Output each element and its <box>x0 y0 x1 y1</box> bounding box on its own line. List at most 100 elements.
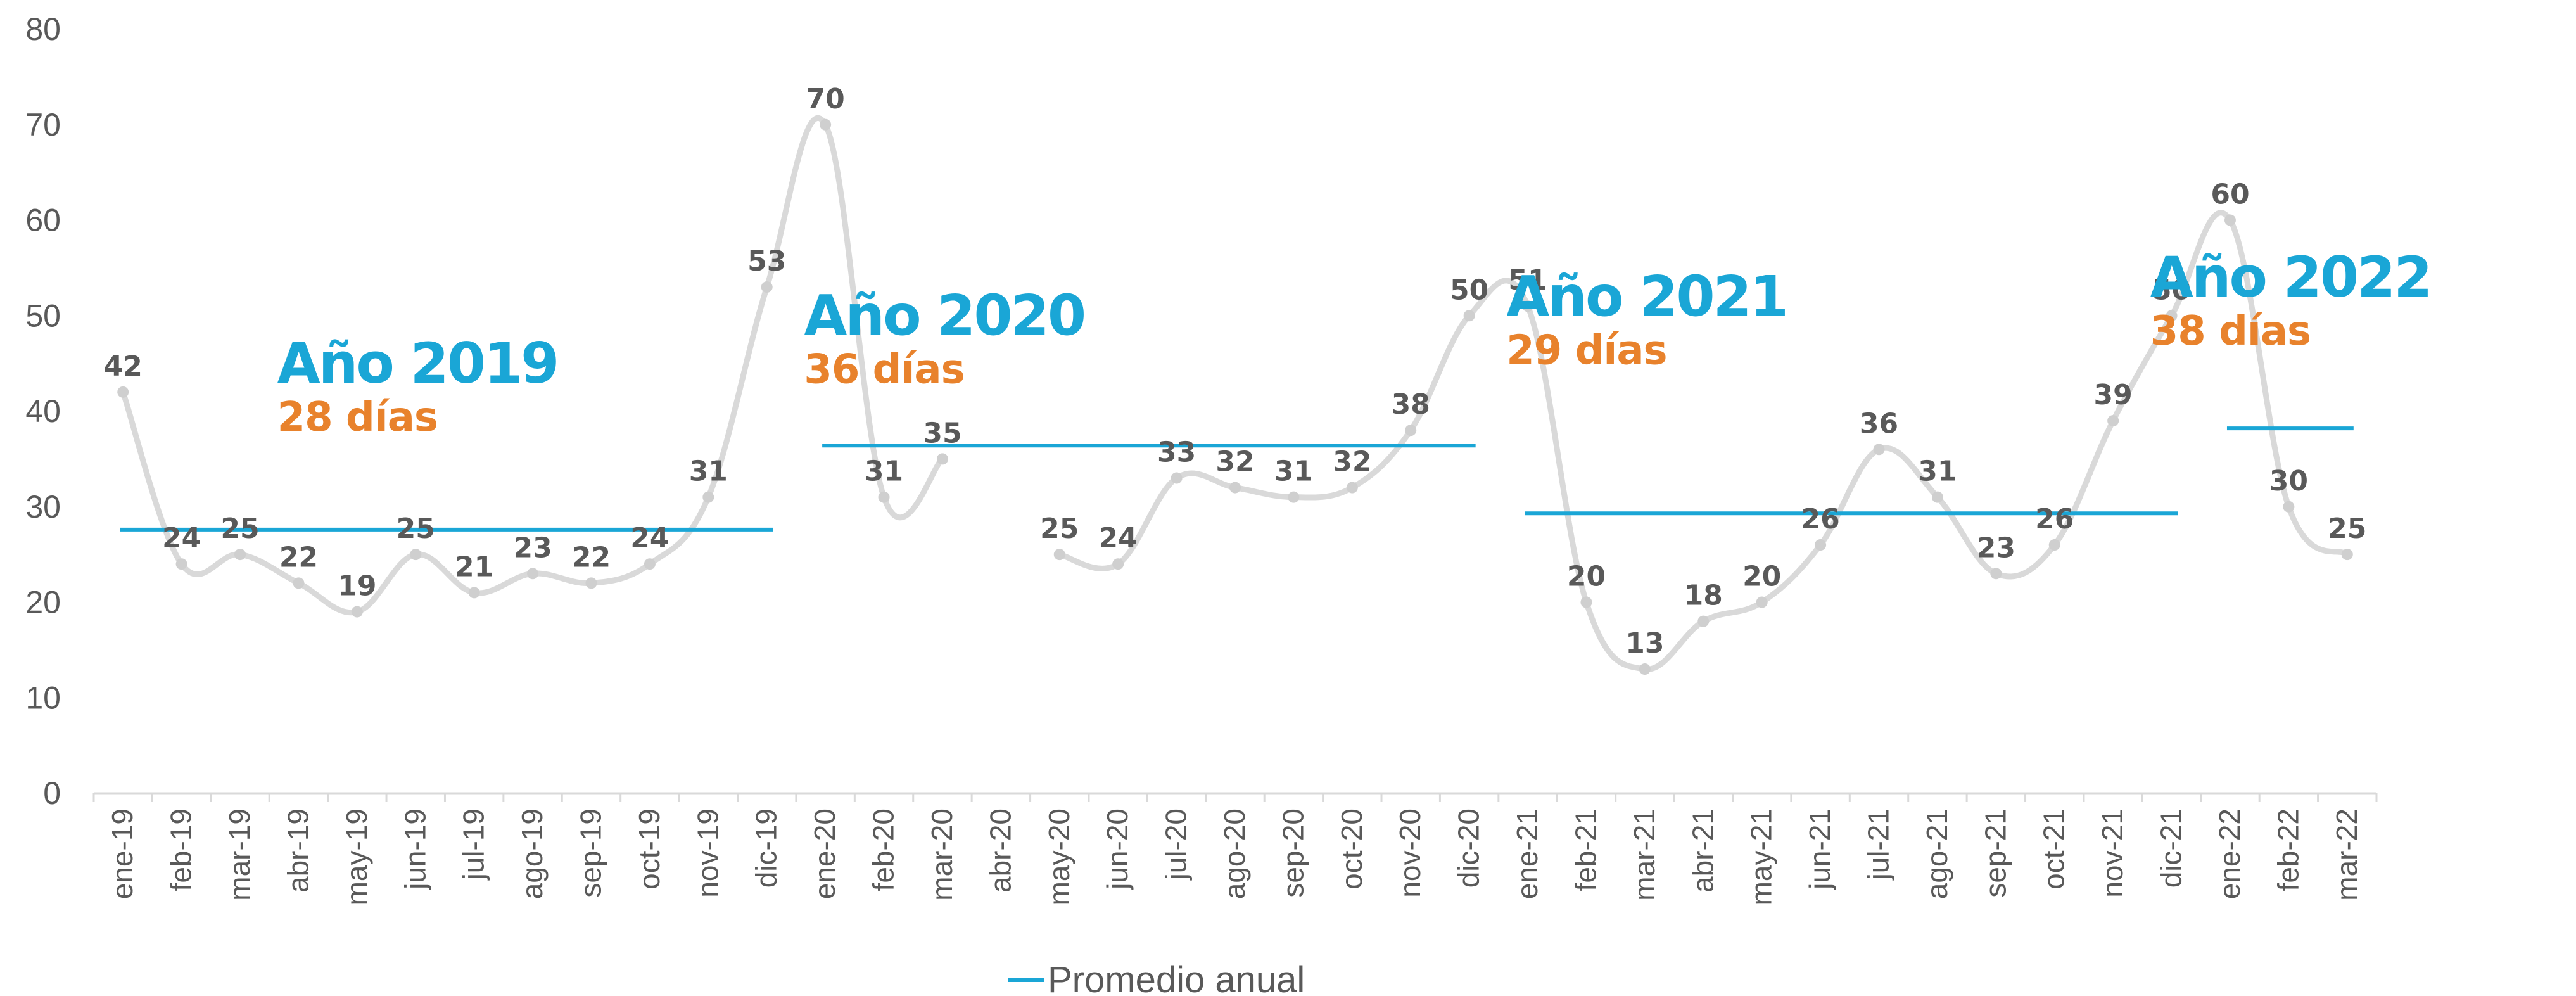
year-annotation-title: Año 2020 <box>804 283 1084 348</box>
data-label: 30 <box>2269 465 2308 497</box>
data-label: 70 <box>806 83 845 115</box>
data-point <box>1288 491 1300 503</box>
year-annotation-days: 38 días <box>2150 308 2311 355</box>
y-tick-label: 80 <box>25 11 61 47</box>
data-label: 25 <box>2328 513 2366 545</box>
x-tick-label: sep-20 <box>1276 808 1309 898</box>
data-point <box>1815 539 1827 551</box>
data-label: 24 <box>630 522 669 554</box>
x-tick-label: jul-19 <box>457 808 490 881</box>
x-tick-label: may-21 <box>1745 808 1778 905</box>
x-tick-label: jun-21 <box>1803 808 1836 891</box>
x-tick-label: feb-21 <box>1569 808 1602 891</box>
y-tick-label: 30 <box>25 489 61 525</box>
data-label: 13 <box>1625 627 1664 660</box>
data-label: 33 <box>1157 437 1196 469</box>
data-point <box>1990 568 2002 580</box>
y-tick-label: 40 <box>25 393 61 429</box>
data-point <box>2283 501 2295 513</box>
data-label: 24 <box>162 522 201 554</box>
data-point <box>1463 310 1475 322</box>
data-label: 26 <box>2035 503 2074 535</box>
x-tick-label: nov-19 <box>691 808 724 898</box>
data-point <box>2166 310 2178 322</box>
data-point <box>234 549 246 561</box>
year-annotation-title: Año 2022 <box>2150 245 2431 310</box>
data-point <box>1522 300 1534 312</box>
data-label: 38 <box>1392 388 1430 421</box>
data-point <box>761 281 773 293</box>
data-label: 21 <box>455 551 493 583</box>
data-point <box>351 606 363 618</box>
data-label: 51 <box>1508 264 1547 297</box>
data-point <box>1112 558 1124 570</box>
data-point <box>702 491 714 503</box>
data-point <box>2224 214 2236 226</box>
data-point <box>2341 549 2353 561</box>
data-point <box>1229 482 1241 494</box>
x-tick-label: ene-20 <box>808 808 841 899</box>
data-labels: 42 24 25 22 19 25 21 23 22 24 31 53 70 31 35 25 24 33 32 31… <box>104 83 2367 660</box>
data-label: 19 <box>338 570 376 603</box>
data-point <box>1053 549 1065 561</box>
data-label: 22 <box>279 541 318 573</box>
data-point <box>1756 596 1768 608</box>
data-point <box>1697 615 1710 627</box>
x-tick-label: feb-19 <box>165 808 198 891</box>
x-tick-label: ene-21 <box>1511 808 1544 899</box>
x-axis: ene-19 feb-19 mar-19 abr-19 may-19 jun-19 jul-… <box>92 793 2378 905</box>
data-label: 50 <box>2152 274 2191 306</box>
x-tick-label: feb-22 <box>2271 808 2304 891</box>
data-point <box>2048 539 2060 551</box>
x-tick-label: sep-19 <box>574 808 607 898</box>
x-tick-label: oct-19 <box>633 808 666 890</box>
x-tick-label: ago-19 <box>516 808 549 899</box>
x-tick-label: oct-21 <box>2038 808 2071 890</box>
data-point <box>820 118 832 131</box>
y-tick-label: 60 <box>25 203 61 238</box>
x-tick-label: jul-20 <box>1160 808 1193 881</box>
data-points <box>117 118 2353 675</box>
data-label: 24 <box>1099 522 1138 554</box>
data-label: 53 <box>747 245 786 278</box>
x-tick-label: abr-21 <box>1686 808 1719 893</box>
x-tick-label: ago-20 <box>1218 808 1251 899</box>
data-label: 23 <box>1977 532 2015 564</box>
data-point <box>2107 415 2119 427</box>
data-label: 32 <box>1215 446 1254 478</box>
data-point <box>1171 472 1183 484</box>
x-tick-label: mar-19 <box>223 808 256 901</box>
x-tick-label: dic-21 <box>2155 808 2188 888</box>
year-annotation-title: Año 2021 <box>1506 264 1787 329</box>
data-label: 23 <box>513 532 552 564</box>
x-tick-label: dic-19 <box>750 808 783 888</box>
data-label: 42 <box>104 350 143 383</box>
x-tick-label: jul-21 <box>1862 808 1895 881</box>
x-tick-label: jun-20 <box>1101 808 1134 891</box>
data-label: 20 <box>1742 561 1781 593</box>
data-label: 32 <box>1333 446 1371 478</box>
data-point <box>1405 425 1417 437</box>
x-tick-label: oct-20 <box>1335 808 1368 890</box>
average-lines <box>120 426 2354 532</box>
data-point <box>1580 596 1592 608</box>
data-point <box>644 558 656 570</box>
data-label: 35 <box>923 417 961 449</box>
data-label: 36 <box>1860 407 1898 440</box>
data-label: 22 <box>572 541 611 573</box>
data-label: 31 <box>1918 456 1957 488</box>
x-tick-label: may-20 <box>1043 808 1075 905</box>
y-tick-label: 50 <box>25 298 61 333</box>
data-point <box>585 577 597 589</box>
x-tick-label: ene-19 <box>106 808 139 899</box>
y-axis: 0 10 20 30 40 50 60 70 80 <box>25 11 61 811</box>
data-point <box>293 577 305 589</box>
data-point <box>468 587 480 599</box>
data-point <box>175 558 187 570</box>
x-tick-label: dic-20 <box>1452 808 1485 888</box>
y-tick-label: 70 <box>25 107 61 143</box>
x-tick-label: sep-21 <box>1979 808 2012 898</box>
data-label: 18 <box>1684 580 1723 612</box>
